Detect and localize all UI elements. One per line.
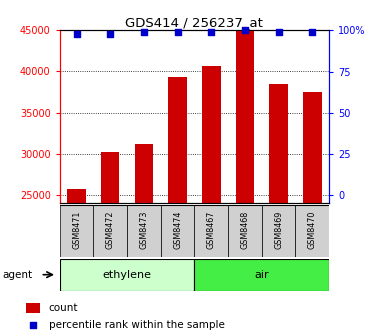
Point: [276, 29, 282, 35]
Text: GSM8473: GSM8473: [139, 211, 148, 249]
Bar: [228, 205, 262, 257]
Point: [208, 29, 214, 35]
Text: ethylene: ethylene: [102, 270, 152, 280]
Point: [74, 31, 80, 36]
Text: percentile rank within the sample: percentile rank within the sample: [49, 320, 224, 330]
Point: [141, 29, 147, 35]
Bar: [127, 205, 161, 257]
Text: GSM8471: GSM8471: [72, 211, 81, 249]
Bar: [135, 144, 153, 336]
Point: [107, 31, 113, 36]
Text: GSM8470: GSM8470: [308, 211, 317, 249]
Point: [30, 323, 36, 328]
Point: [309, 29, 315, 35]
Bar: [93, 205, 127, 257]
Text: air: air: [254, 270, 269, 280]
Bar: [194, 205, 228, 257]
Bar: [303, 92, 321, 336]
Bar: [161, 205, 194, 257]
Text: GSM8469: GSM8469: [274, 211, 283, 249]
Bar: [202, 67, 221, 336]
Bar: [60, 205, 93, 257]
Text: GSM8472: GSM8472: [106, 211, 115, 249]
Bar: [60, 259, 194, 291]
Bar: [67, 189, 86, 336]
Bar: [101, 152, 119, 336]
Bar: [194, 259, 329, 291]
Bar: [168, 77, 187, 336]
Point: [174, 29, 181, 35]
Text: GSM8467: GSM8467: [207, 211, 216, 249]
Text: GSM8468: GSM8468: [241, 211, 249, 249]
Point: [242, 28, 248, 33]
Text: agent: agent: [2, 270, 32, 280]
Bar: [26, 303, 40, 313]
Text: count: count: [49, 303, 78, 313]
Bar: [262, 205, 296, 257]
Bar: [296, 205, 329, 257]
Text: GSM8474: GSM8474: [173, 211, 182, 249]
Title: GDS414 / 256237_at: GDS414 / 256237_at: [126, 16, 263, 29]
Bar: [270, 84, 288, 336]
Bar: [236, 30, 254, 336]
